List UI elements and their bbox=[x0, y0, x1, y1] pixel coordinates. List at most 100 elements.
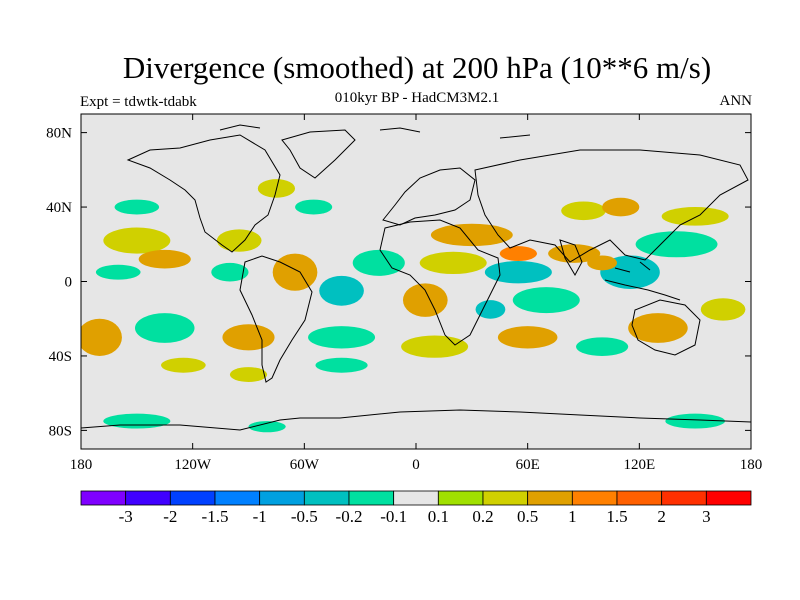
coastline-europe bbox=[382, 167, 476, 226]
coastlines bbox=[81, 124, 751, 431]
divergence-region bbox=[114, 199, 160, 215]
divergence-region bbox=[700, 298, 746, 321]
lon-tick-label: 180 bbox=[70, 457, 93, 473]
season-label: ANN bbox=[719, 93, 753, 109]
colorbar-label: -1 bbox=[253, 507, 267, 526]
colorbar-label: 0.2 bbox=[472, 507, 493, 526]
colorbar-swatch bbox=[393, 490, 439, 506]
divergence-region bbox=[295, 199, 333, 215]
coastline-indonesia bbox=[604, 261, 681, 301]
divergence-region bbox=[499, 246, 537, 262]
coastline-asia bbox=[474, 149, 749, 263]
colorbar-label: 0.1 bbox=[428, 507, 449, 526]
colorbar-swatch bbox=[125, 490, 171, 506]
chart-title: Divergence (smoothed) at 200 hPa (10**6 … bbox=[122, 50, 712, 85]
colorbar-swatch bbox=[616, 490, 663, 506]
divergence-region bbox=[81, 318, 122, 356]
divergence-region bbox=[308, 326, 376, 349]
divergence-region bbox=[248, 421, 286, 433]
lon-tick-label: 120E bbox=[623, 457, 655, 473]
divergence-region bbox=[134, 313, 195, 343]
lon-tick-label: 60E bbox=[516, 457, 540, 473]
colorbar-swatch bbox=[661, 490, 707, 506]
divergence-region bbox=[587, 255, 617, 271]
lat-tick-label: 80S bbox=[49, 423, 72, 439]
divergence-region bbox=[216, 229, 262, 252]
colorbar-swatch bbox=[437, 490, 484, 506]
divergence-region bbox=[602, 197, 640, 217]
colorbar-label: -2 bbox=[163, 507, 177, 526]
colorbar-label: -0.5 bbox=[291, 507, 318, 526]
colorbar-label: 1 bbox=[568, 507, 577, 526]
colorbar-swatch bbox=[705, 490, 752, 506]
coastline-greenland bbox=[281, 129, 356, 179]
lon-tick-label: 180 bbox=[740, 457, 763, 473]
colorbar-swatch bbox=[303, 490, 350, 506]
experiment-label: Expt = tdwtk-tdabk bbox=[80, 94, 197, 110]
lat-tick-label: 40N bbox=[46, 200, 72, 216]
divergence-region bbox=[319, 275, 364, 306]
colorbar-label: 1.5 bbox=[606, 507, 627, 526]
colorbar-label: 3 bbox=[702, 507, 711, 526]
chart-subtitle: 010kyr BP - HadCM3M2.1 bbox=[334, 90, 500, 106]
divergence-field bbox=[81, 179, 746, 433]
divergence-region bbox=[484, 261, 552, 284]
divergence-region bbox=[272, 253, 318, 291]
lat-tick-label: 40S bbox=[49, 349, 72, 365]
divergence-region bbox=[138, 249, 191, 269]
colorbar-label: 2 bbox=[657, 507, 666, 526]
colorbar-label: 0.5 bbox=[517, 507, 538, 526]
colorbar: -3 -2 -1.5 -1 -0.5 -0.2 -0.1 0.1 0.2 0.5 1 1.5 2 3 bbox=[80, 490, 752, 526]
divergence-region bbox=[229, 367, 268, 382]
divergence-region bbox=[419, 251, 487, 275]
colorbar-label: -0.2 bbox=[336, 507, 363, 526]
lon-tick-label: 120W bbox=[174, 457, 212, 473]
divergence-region bbox=[430, 223, 513, 247]
divergence-region bbox=[401, 335, 469, 358]
divergence-region bbox=[548, 244, 601, 263]
colorbar-swatch bbox=[482, 490, 529, 506]
coastline-south-america bbox=[239, 255, 313, 383]
divergence-region bbox=[402, 283, 448, 317]
colorbar-swatch bbox=[259, 490, 305, 506]
colorbar-swatch bbox=[348, 490, 395, 506]
divergence-region bbox=[103, 227, 171, 254]
divergence-region bbox=[103, 413, 171, 429]
coastline-india bbox=[559, 239, 583, 277]
divergence-region bbox=[211, 262, 249, 282]
divergence-region bbox=[315, 357, 368, 373]
divergence-region bbox=[497, 326, 558, 349]
colorbar-swatch bbox=[571, 490, 618, 506]
colorbar-swatch bbox=[80, 490, 127, 506]
coastline-arctic-islands bbox=[219, 124, 531, 139]
divergence-region bbox=[576, 337, 629, 356]
colorbar-swatch bbox=[169, 490, 216, 506]
colorbar-label: -1.5 bbox=[202, 507, 229, 526]
divergence-region bbox=[628, 313, 688, 343]
coastline-australia bbox=[631, 299, 701, 356]
divergence-region bbox=[475, 300, 506, 319]
coastline-antarctica bbox=[81, 409, 751, 431]
divergence-region bbox=[352, 249, 405, 276]
lat-tick-label: 0 bbox=[65, 275, 73, 291]
colorbar-swatch bbox=[527, 490, 573, 506]
divergence-region bbox=[222, 324, 275, 351]
coastline-africa bbox=[379, 219, 501, 346]
lon-tick-label: 0 bbox=[412, 457, 420, 473]
coastline-north-america bbox=[126, 134, 281, 253]
longitude-axis: 180 120W 60W 0 60E 120E 180 bbox=[70, 114, 763, 473]
colorbar-swatch bbox=[214, 490, 261, 506]
lon-tick-label: 60W bbox=[290, 457, 320, 473]
lat-tick-label: 80N bbox=[46, 126, 72, 142]
divergence-region bbox=[635, 231, 718, 258]
divergence-region bbox=[561, 201, 606, 221]
colorbar-label: -3 bbox=[119, 507, 133, 526]
divergence-region bbox=[661, 207, 729, 226]
colorbar-label: -0.1 bbox=[380, 507, 407, 526]
divergence-region bbox=[95, 264, 141, 280]
divergence-region bbox=[512, 287, 580, 314]
divergence-region bbox=[665, 413, 725, 429]
latitude-axis: 80N 40N 0 40S 80S bbox=[46, 126, 751, 439]
divergence-region bbox=[161, 357, 206, 373]
